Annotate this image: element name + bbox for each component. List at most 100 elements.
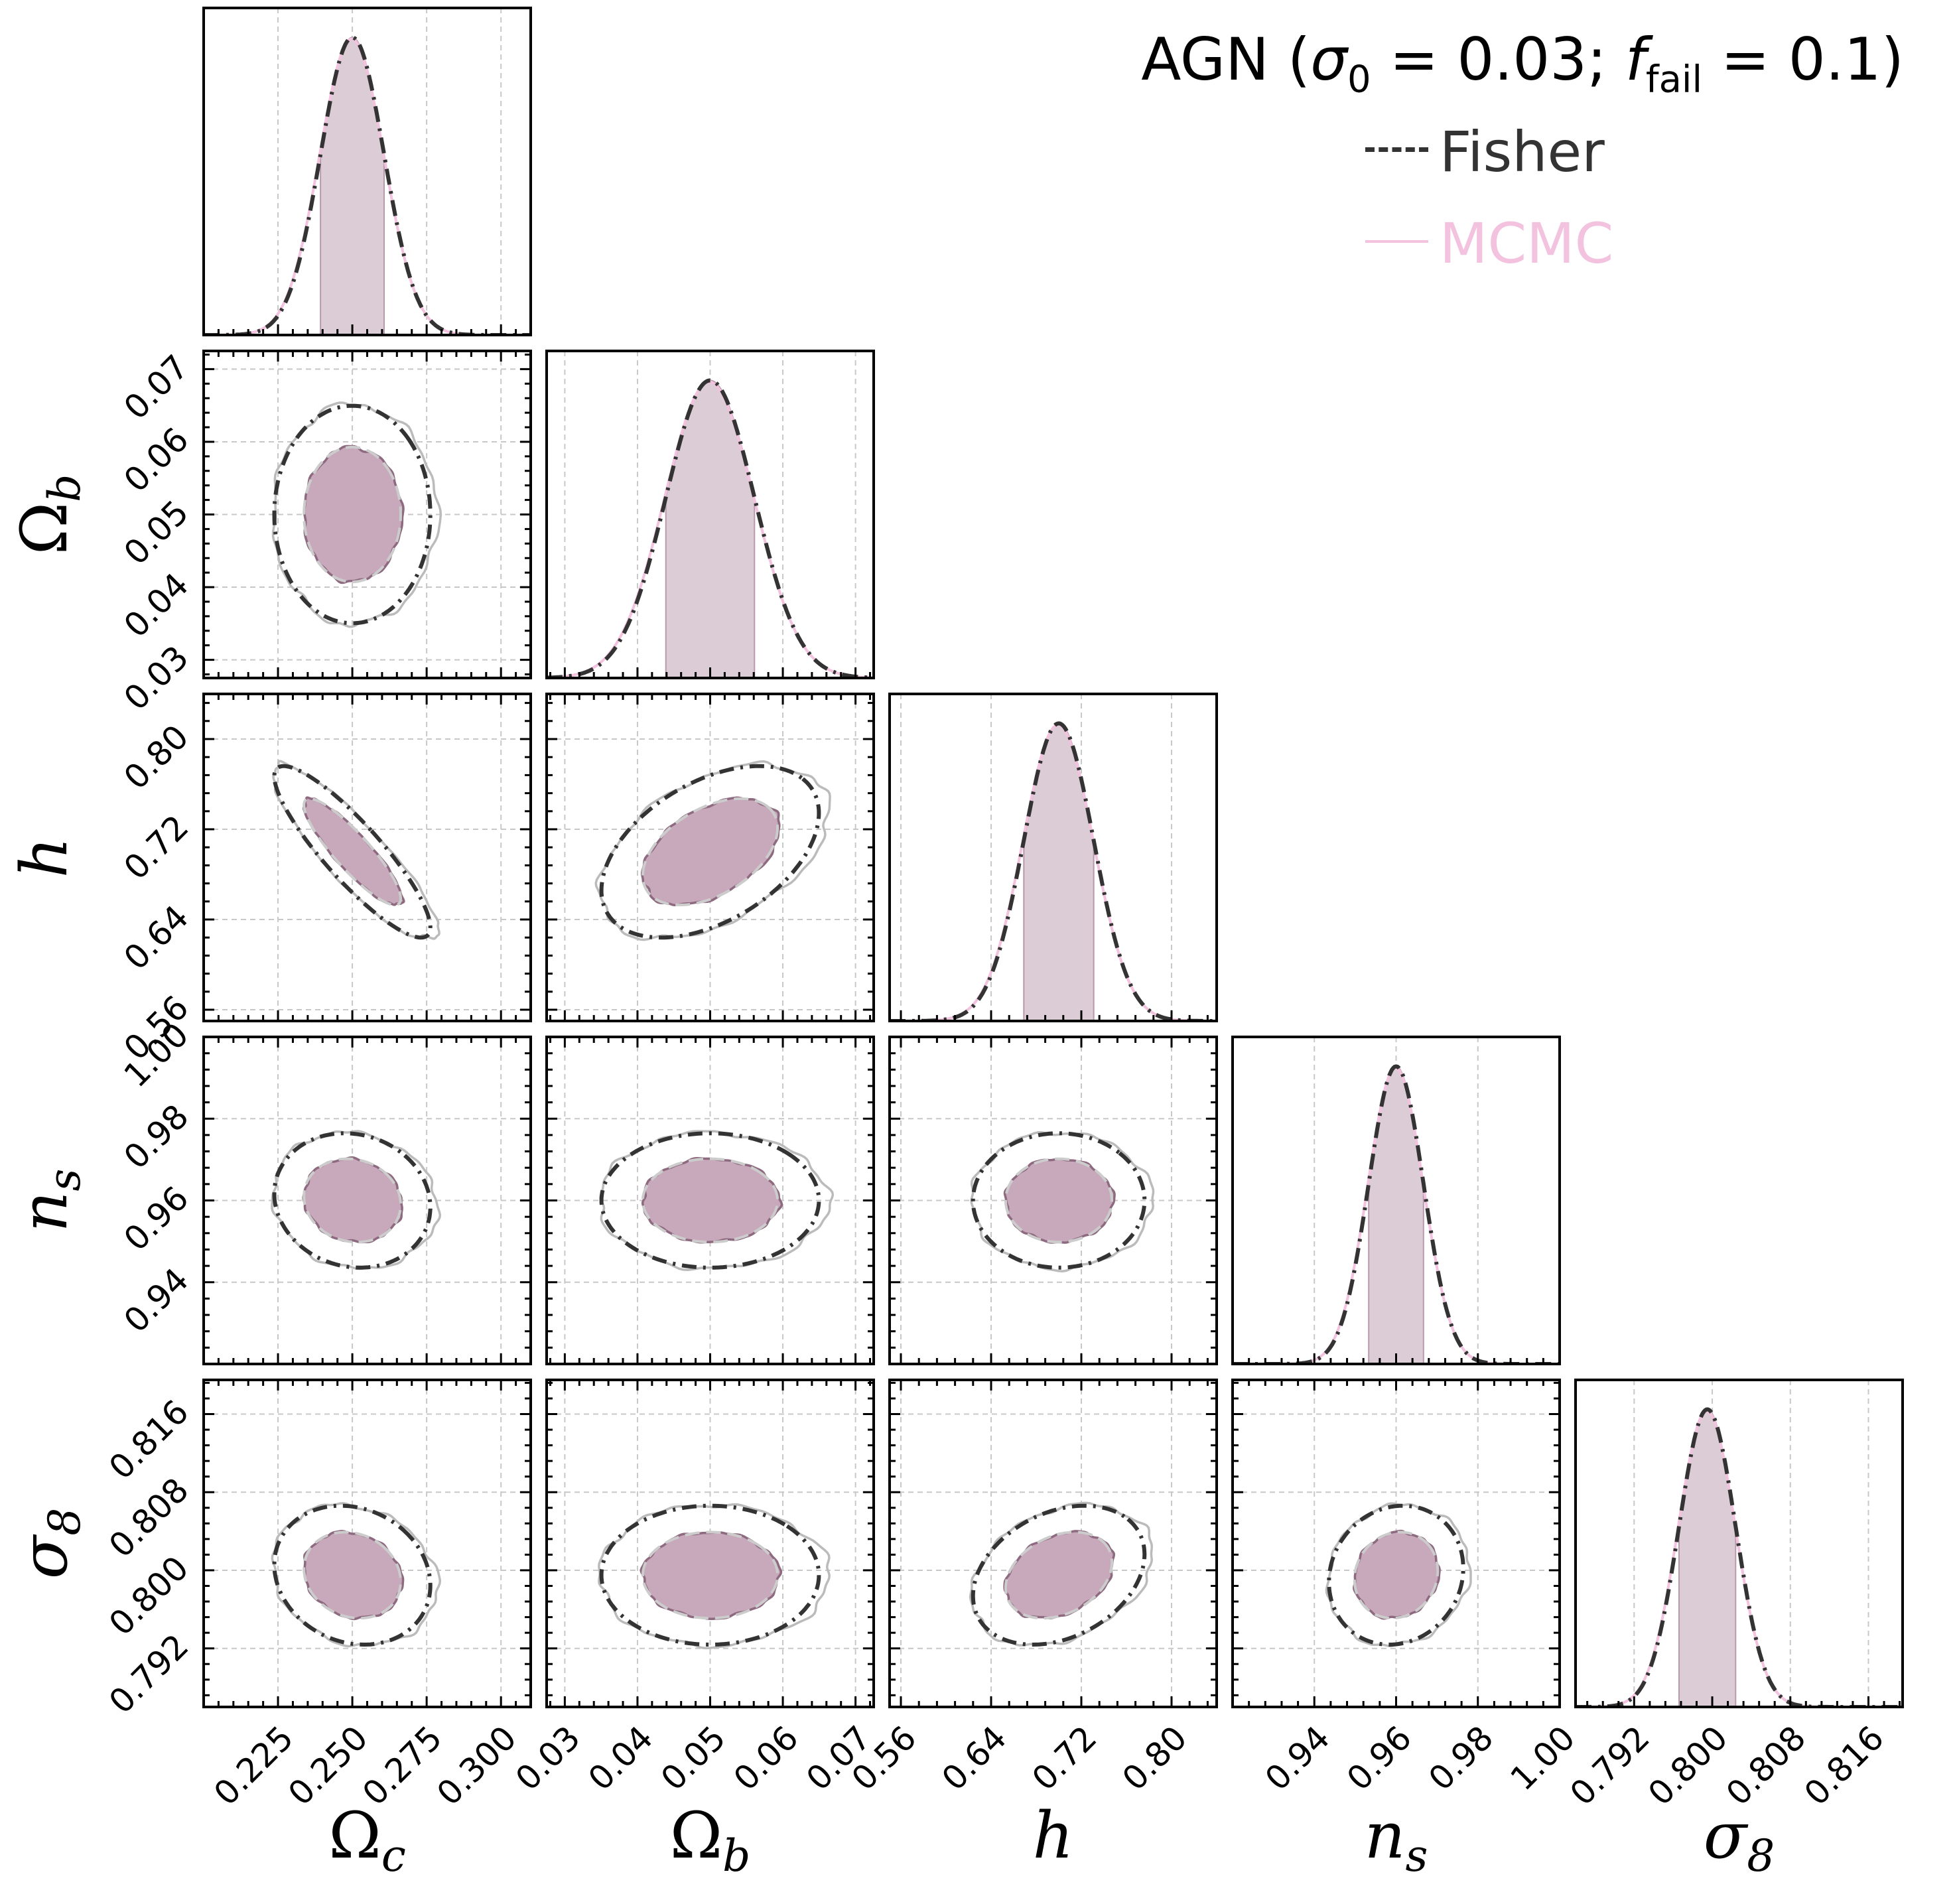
y-tick-label: 0.808	[101, 1471, 196, 1565]
fisher-contour-95	[272, 1503, 433, 1647]
panel-frame	[202, 693, 532, 1022]
mcmc-contour-68	[302, 1156, 403, 1244]
fisher-contour-68	[303, 797, 402, 907]
fisher-contour-68	[1004, 1157, 1114, 1244]
contour-panel-omegab-sigma8	[545, 1379, 875, 1708]
x-tick-label: 0.816	[1797, 1718, 1891, 1812]
y-axis-label-ns: ns	[7, 1169, 90, 1233]
fisher-contour-68	[1353, 1530, 1440, 1620]
x-tick-label: 0.225	[206, 1718, 301, 1812]
x-tick-label: 0.792	[1563, 1718, 1657, 1812]
mcmc-contour-95	[271, 401, 442, 628]
mcmc-contour-68	[641, 1157, 783, 1244]
y-tick-label: 0.816	[101, 1393, 196, 1487]
mcmc-contour-95	[272, 760, 440, 940]
panel-frame	[202, 350, 532, 679]
panel-frame	[545, 350, 875, 679]
y-tick-label: 0.94	[117, 1260, 196, 1340]
x-tick-label: 0.04	[581, 1718, 661, 1798]
x-tick-label: 0.06	[726, 1718, 806, 1798]
y-tick-label: 0.792	[101, 1627, 196, 1721]
panel-frame	[1231, 1036, 1561, 1365]
x-axis-label-omegab: Ωb	[670, 1799, 751, 1881]
fisher-contour-95	[599, 1503, 821, 1647]
fisher-contour-68	[303, 1157, 402, 1244]
mcmc-contour-68	[303, 1530, 405, 1621]
x-tick-label: 0.300	[429, 1718, 523, 1812]
mcmc-contour-68	[640, 796, 781, 907]
marginal-panel-omegab	[545, 350, 875, 679]
contour-panel-h-ns	[888, 1036, 1218, 1365]
y-tick-label: 0.80	[117, 717, 196, 797]
panel-frame	[888, 1379, 1218, 1708]
y-axis-label-h: h	[7, 837, 82, 878]
fisher-contour-95	[1327, 1503, 1465, 1647]
fisher-contour-68	[641, 1157, 779, 1244]
legend-mcmc-label: MCMC	[1440, 211, 1614, 276]
mcmc-contour-68	[1003, 1530, 1115, 1619]
mcmc-contour-95	[594, 760, 831, 941]
marginal-band-68	[1368, 1065, 1424, 1364]
y-axis-label-sigma8: σ8	[7, 1508, 90, 1580]
fisher-contour-68	[303, 1530, 403, 1620]
y-tick-label: 0.96	[117, 1179, 196, 1258]
fisher-contour-95	[599, 764, 821, 940]
panel-frame	[545, 1036, 875, 1365]
x-axis-label-ns: ns	[1365, 1799, 1428, 1881]
x-tick-label: 0.96	[1339, 1718, 1419, 1798]
x-tick-label: 0.72	[1025, 1718, 1105, 1798]
y-tick-label: 0.07	[117, 348, 196, 427]
legend-fisher-line	[1365, 147, 1428, 152]
contour-panel-omegac-omegab	[202, 350, 532, 679]
marginal-band-68	[1023, 722, 1095, 1021]
fisher-contour-95	[272, 764, 433, 940]
y-tick-label: 0.64	[117, 898, 196, 977]
fisher-contour-95	[272, 1131, 433, 1270]
marginal-band-68	[320, 36, 385, 335]
panels-layer	[202, 7, 1904, 1708]
panel-frame	[545, 693, 875, 1022]
panel-frame	[1231, 1379, 1561, 1708]
x-tick-label: 0.98	[1422, 1718, 1501, 1798]
marginal-panel-h	[888, 693, 1218, 1022]
mcmc-contour-95	[271, 1502, 442, 1648]
y-tick-label: 0.98	[117, 1097, 196, 1177]
fisher-contour-95	[971, 1503, 1147, 1647]
x-axis-label-h: h	[1033, 1799, 1074, 1873]
marginal-panel-omegac	[202, 7, 532, 336]
contour-panel-omegab-h	[545, 693, 875, 1022]
fisher-contour-68	[1004, 1530, 1114, 1620]
contour-panel-omegab-ns	[545, 1036, 875, 1365]
x-tick-label: 0.05	[653, 1718, 733, 1798]
fisher-marginal-curve	[547, 378, 874, 678]
panel-frame	[202, 1379, 532, 1708]
fisher-marginal-curve	[1576, 1407, 1903, 1707]
y-tick-label: 0.800	[101, 1548, 196, 1643]
fisher-contour-95	[599, 1131, 821, 1270]
panel-frame	[202, 1036, 532, 1365]
fisher-contour-68	[641, 797, 779, 907]
x-axis-label-omegac: Ωc	[328, 1799, 406, 1881]
fisher-contour-68	[641, 1530, 779, 1620]
y-tick-label: 0.72	[117, 807, 196, 887]
fisher-marginal-curve	[204, 35, 531, 335]
y-tick-label: 0.03	[117, 638, 196, 718]
legend-fisher-label: Fisher	[1440, 119, 1605, 184]
marginal-panel-sigma8	[1574, 1379, 1904, 1708]
y-tick-label: 0.05	[117, 493, 196, 573]
fisher-marginal-curve	[890, 721, 1217, 1021]
x-tick-label: 0.03	[508, 1718, 588, 1798]
legend-title: AGN (σ0 = 0.03; ffail = 0.1)	[1141, 25, 1904, 102]
contour-panel-omegac-ns	[202, 1036, 532, 1365]
x-axis-label-sigma8: σ8	[1704, 1799, 1775, 1881]
panel-frame	[888, 693, 1218, 1022]
contour-panel-h-sigma8	[888, 1379, 1218, 1708]
y-axis-label-omegab: Ωb	[7, 474, 90, 555]
x-tick-label: 0.94	[1258, 1718, 1337, 1798]
marginal-band-68	[665, 379, 756, 678]
legend-mcmc-line	[1365, 240, 1428, 243]
panel-frame	[545, 1379, 875, 1708]
contour-panel-ns-sigma8	[1231, 1379, 1561, 1708]
x-tick-label: 0.80	[1115, 1718, 1195, 1798]
